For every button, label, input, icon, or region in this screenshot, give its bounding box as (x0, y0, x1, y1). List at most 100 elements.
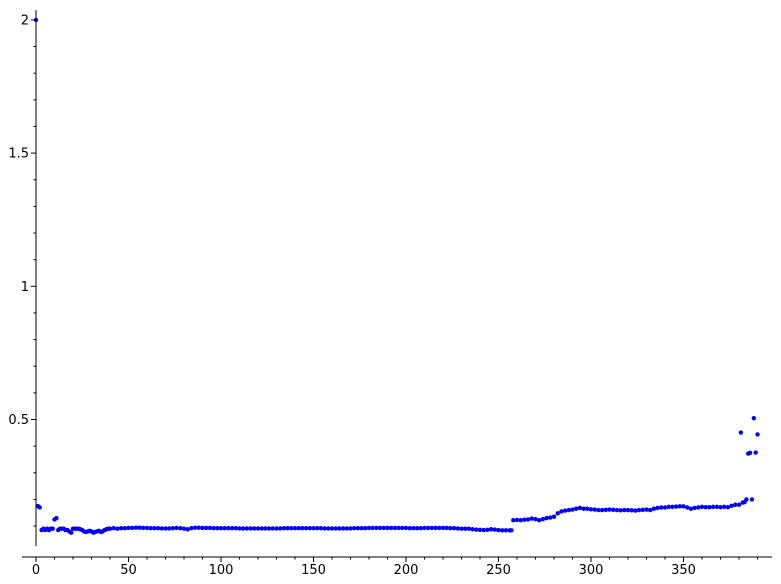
data-point (725, 504, 731, 510)
data-point (148, 525, 153, 531)
data-point (122, 525, 128, 531)
data-point (289, 525, 294, 531)
data-point (274, 526, 279, 531)
data-point (366, 525, 372, 531)
data-point (599, 507, 605, 513)
data-point (455, 526, 460, 531)
data-point (503, 528, 509, 533)
data-point (622, 507, 627, 513)
data-point (422, 525, 427, 531)
data-point (377, 525, 383, 531)
data-point (344, 526, 349, 531)
data-point (444, 525, 449, 531)
data-point (662, 505, 668, 510)
data-point (315, 525, 320, 531)
data-point (189, 525, 194, 531)
data-point (107, 526, 113, 531)
data-point (292, 525, 298, 531)
data-point (414, 525, 420, 531)
data-point (174, 525, 179, 531)
data-point (426, 525, 431, 531)
data-point (307, 525, 312, 531)
y-tick-label: 1 (21, 280, 29, 295)
x-tick-label: 250 (486, 563, 511, 578)
data-point (500, 528, 505, 533)
x-tick-label: 200 (394, 563, 419, 578)
data-points (33, 17, 760, 535)
data-point (511, 518, 516, 523)
data-point (255, 526, 261, 531)
data-point (474, 527, 479, 532)
data-point (636, 507, 642, 513)
data-point (696, 505, 701, 510)
data-point (459, 526, 464, 531)
data-point (492, 527, 497, 532)
data-point (566, 507, 571, 513)
data-point (411, 525, 416, 531)
data-point (318, 525, 324, 531)
data-point (514, 517, 520, 523)
data-point (688, 506, 694, 511)
data-point (152, 525, 157, 531)
data-point (178, 525, 183, 531)
data-point (196, 525, 201, 530)
data-point (374, 525, 379, 531)
data-point (614, 507, 620, 513)
data-point (710, 504, 716, 510)
data-point (111, 525, 116, 531)
data-point (562, 508, 568, 513)
data-point (681, 504, 686, 509)
data-point (248, 526, 253, 531)
data-point (747, 450, 753, 455)
data-point (577, 505, 583, 511)
data-point (722, 504, 727, 510)
data-point (170, 525, 176, 531)
data-point (518, 518, 523, 523)
data-point (570, 507, 575, 512)
data-point (163, 526, 168, 531)
data-point (448, 525, 453, 531)
data-point (551, 514, 557, 519)
data-point (537, 518, 542, 523)
data-point (596, 507, 601, 513)
data-point (699, 504, 705, 510)
data-point (50, 526, 55, 531)
data-point (603, 507, 608, 513)
data-point (544, 515, 549, 521)
data-point (311, 525, 316, 531)
data-point (540, 516, 546, 522)
data-point (496, 527, 501, 533)
data-point (155, 525, 161, 531)
data-point (433, 525, 438, 531)
data-point (185, 527, 190, 532)
data-point (218, 525, 224, 531)
data-point (237, 526, 242, 531)
data-point (167, 526, 172, 531)
data-point (648, 507, 653, 513)
data-point (159, 526, 164, 531)
data-point (440, 525, 446, 531)
data-point (466, 526, 472, 531)
data-point (618, 508, 623, 513)
data-point (68, 530, 74, 535)
data-point (226, 525, 231, 531)
data-point (659, 505, 664, 510)
data-point (585, 506, 590, 511)
data-point (485, 527, 490, 532)
data-point (241, 526, 246, 531)
data-point (755, 432, 760, 437)
data-point (525, 517, 531, 522)
data-point (229, 525, 235, 531)
data-point (673, 504, 679, 509)
data-point (204, 525, 209, 531)
data-point (692, 505, 697, 511)
data-point (625, 507, 631, 513)
data-point (222, 525, 227, 531)
data-point (451, 525, 457, 531)
data-point (215, 525, 220, 531)
data-point (181, 526, 187, 531)
data-point (329, 526, 335, 531)
data-point (54, 515, 59, 521)
data-point (738, 430, 744, 435)
